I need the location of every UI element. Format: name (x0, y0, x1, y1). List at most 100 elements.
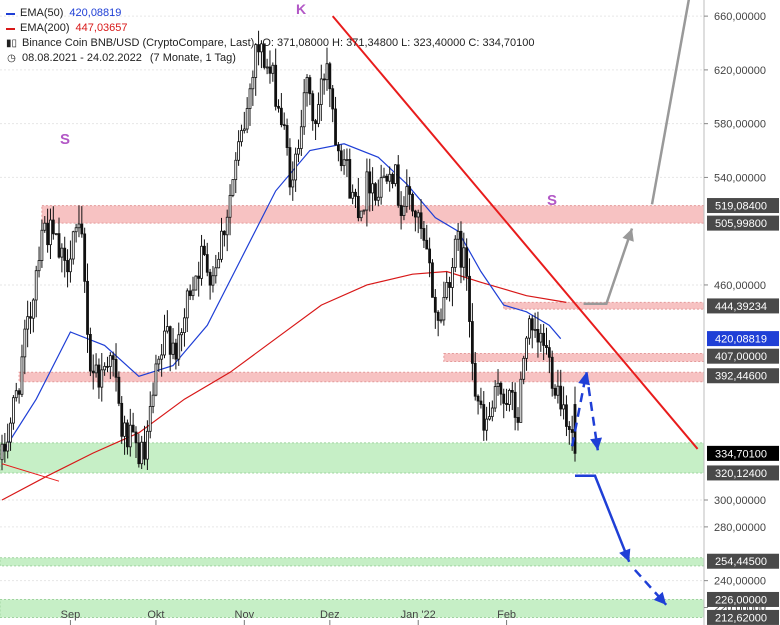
candle-body (470, 321, 474, 364)
ema200-swatch (6, 27, 15, 30)
candle-body (114, 359, 118, 378)
candle-body (496, 382, 500, 387)
price-label-text: 420,08819 (715, 334, 767, 346)
candle-body (319, 78, 323, 105)
price-label-box (707, 445, 779, 461)
candle-body (265, 66, 269, 69)
candle-body (222, 230, 226, 236)
trendlines-layer (1, 15, 699, 482)
candle-body (396, 164, 400, 206)
candle-body (482, 404, 486, 431)
price-label-text: 212,62000 (715, 612, 767, 624)
ema50-value: 420,08819 (69, 7, 122, 19)
candle-body (565, 404, 568, 427)
resistance-zone (503, 301, 705, 310)
candle-body (214, 267, 218, 277)
candle-body (208, 271, 212, 286)
candle-body (240, 130, 243, 143)
candle-body (69, 258, 72, 273)
candle-body (271, 64, 275, 74)
candle-body (368, 171, 372, 194)
support-zone (0, 598, 705, 618)
time-tick-label: Jan '22 (401, 609, 436, 621)
price-tick-label: 300,00000 (714, 495, 766, 507)
candle-body (442, 296, 446, 321)
candle-body (334, 108, 337, 146)
scenario-arrow (583, 228, 634, 306)
candle-body (49, 219, 52, 246)
scenario-arrow (575, 474, 631, 563)
candle-body (66, 260, 69, 273)
candle-body (40, 229, 44, 261)
price-label-text: 505,99800 (715, 218, 767, 230)
candle-body (157, 358, 161, 365)
candle-body (217, 258, 221, 269)
moving-average-layer (1, 143, 567, 501)
candle-body (299, 126, 303, 149)
candle-body (94, 364, 98, 374)
scenario-arrow (570, 372, 588, 447)
candle-body (251, 77, 255, 90)
period-info: (7 Monate, 1 Tag) (149, 52, 236, 64)
candle-body (6, 441, 10, 452)
candle-body (394, 164, 397, 185)
candle-body (502, 393, 506, 404)
candle-body (399, 204, 403, 216)
candle-body (348, 159, 352, 199)
candle-body (260, 43, 263, 53)
candle-body (279, 107, 283, 126)
label-k-top: K (296, 1, 306, 17)
price-label-text: 392,44600 (715, 371, 767, 383)
resistance-zone (41, 205, 705, 224)
candle-body (37, 260, 41, 272)
candle-body (106, 365, 109, 368)
candle-body (171, 342, 175, 355)
candle-body (100, 369, 104, 388)
candle-body (371, 183, 374, 194)
candle-body (203, 245, 206, 255)
candle-body (453, 238, 457, 268)
candle-body (416, 212, 420, 218)
price-axis: 660,00000 620,00000 580,00000 540,00000 460,… (703, 0, 780, 625)
candle-body (322, 78, 326, 81)
time-tick-label: Feb (497, 609, 516, 621)
candle-body (174, 342, 178, 360)
price-tick-label: 620,00000 (714, 65, 766, 77)
candle-body (3, 443, 7, 452)
candle-body (376, 196, 380, 201)
time-tick-label: Okt (147, 609, 164, 621)
ema200-value: 447,03657 (75, 22, 128, 34)
candle-body (499, 382, 503, 395)
candle-body (570, 429, 574, 433)
candle-body (277, 105, 280, 109)
candle-body (305, 77, 309, 94)
ema50-line (1, 143, 562, 454)
arrow-head (622, 228, 634, 242)
candle-body (567, 426, 571, 430)
candle-body (165, 326, 169, 332)
scenario-arrows-layer (570, 0, 691, 606)
candle-body (308, 77, 312, 95)
candle-body (242, 128, 246, 131)
candle-body (17, 390, 21, 395)
candle-body (379, 177, 383, 198)
candle-body (51, 219, 55, 235)
candle-body (26, 316, 30, 330)
candle-body (145, 430, 149, 460)
candle-body (34, 270, 38, 301)
candle-body (43, 222, 47, 231)
candle-body (185, 290, 189, 319)
candle-body (77, 223, 81, 229)
candle-body (513, 391, 517, 418)
candle-body (547, 347, 551, 358)
candle-body (148, 406, 152, 432)
support-zone (0, 442, 705, 474)
candle-body (539, 332, 543, 343)
candle-body (488, 416, 491, 420)
candle-body (54, 233, 58, 236)
candle-body (248, 88, 252, 109)
candle-body (200, 245, 203, 279)
resistance-zone (18, 371, 705, 383)
label-s-right: S (547, 192, 557, 209)
candle-body (108, 355, 112, 368)
